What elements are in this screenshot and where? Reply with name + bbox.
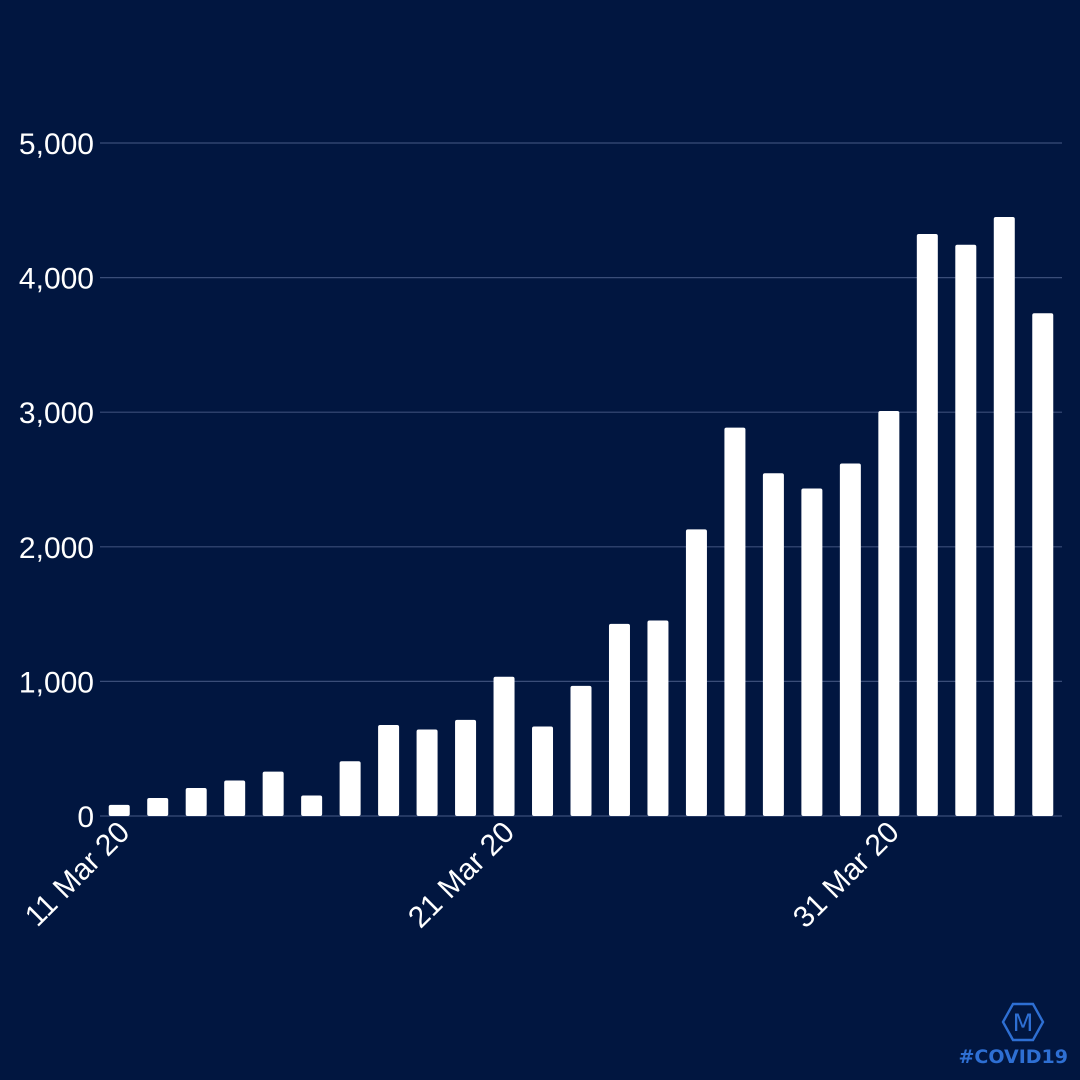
bar [685,529,707,816]
bar [724,427,746,816]
bar [839,463,861,816]
y-tick-label: 3,000 [19,397,94,430]
y-tick-label: 2,000 [19,532,94,565]
y-tick-label: 5,000 [19,128,94,161]
bar [378,725,400,816]
bar [455,719,477,816]
y-tick-label: 4,000 [19,263,94,296]
y-tick-label: 1,000 [19,666,94,699]
bar [108,804,130,816]
bar [1032,313,1054,816]
gridlines [100,142,1062,817]
x-tick-label: 21 Mar 20 [402,816,521,935]
hashtag-text: #COVID19 [959,1046,1069,1068]
hexagon-logo-icon [1001,1002,1045,1042]
bar [647,620,669,816]
y-axis-ticks: 0 1,000 2,000 3,000 4,000 5,000 [19,128,94,834]
bar [955,244,977,817]
bar [993,217,1015,816]
y-tick-label: 0 [77,801,94,834]
bar [916,233,938,816]
bar [185,788,207,816]
bars [108,217,1054,817]
bar [878,410,900,816]
bar [147,797,169,816]
bar [224,780,246,816]
brand-logo: M #COVID19 [959,1002,1069,1068]
x-tick-label: 31 Mar 20 [787,816,906,935]
bar [801,488,823,816]
bar [762,473,784,816]
bar [493,676,515,816]
bar [339,761,361,816]
bar [301,795,323,816]
bar [608,623,630,816]
bar [416,729,438,816]
logo-letter: M [1013,1009,1034,1037]
x-axis-ticks: 11 Mar 20 21 Mar 20 31 Mar 20 [19,816,906,935]
bar [532,726,554,816]
bar [262,771,284,816]
bar [570,685,592,816]
